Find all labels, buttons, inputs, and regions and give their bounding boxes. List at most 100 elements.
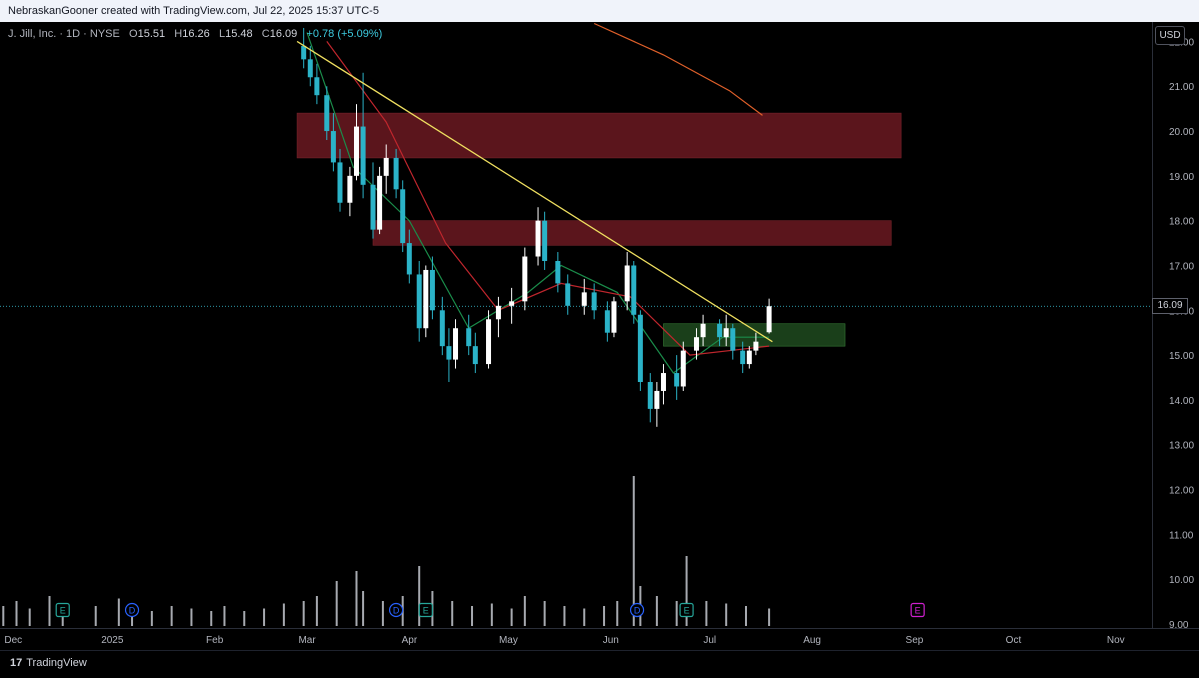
price-axis[interactable]: 22.0021.0020.0019.0018.0017.0016.0015.00… <box>1152 22 1199 631</box>
candle-body-28 <box>542 220 548 261</box>
volume-bar-16 <box>302 601 305 626</box>
high-label: H <box>174 28 183 40</box>
candle-body-26 <box>522 256 528 302</box>
event-marker-earnings-upcoming-7[interactable]: E <box>910 602 925 618</box>
high-value: 16.26 <box>182 28 210 40</box>
chart-header-bar: NebraskanGooner created with TradingView… <box>0 0 1199 22</box>
volume-bar-2 <box>28 608 31 626</box>
candle-body-36 <box>631 265 637 315</box>
close-label: C <box>261 28 270 40</box>
volume-bar-33 <box>603 606 606 626</box>
svg-text:D: D <box>393 606 400 616</box>
price-tick-12: 10.00 <box>1169 575 1194 586</box>
candle-body-46 <box>723 328 729 338</box>
price-tick-11: 11.00 <box>1169 530 1194 541</box>
volume-bar-28 <box>510 608 513 626</box>
candle-body-13 <box>400 189 406 244</box>
volume-bar-10 <box>190 608 193 626</box>
open-label: O <box>129 28 138 40</box>
candle-body-41 <box>674 373 680 387</box>
candle-body-37 <box>637 314 643 382</box>
candle-body-23 <box>486 319 492 365</box>
candle-body-12 <box>393 157 399 190</box>
volume-bar-27 <box>490 603 493 626</box>
volume-bar-23 <box>418 566 421 626</box>
candle-body-29 <box>555 261 561 284</box>
time-label-6: Jun <box>603 635 619 646</box>
candle-body-35 <box>624 265 630 302</box>
currency-button[interactable]: USD <box>1155 26 1185 45</box>
candle-body-34 <box>611 301 617 333</box>
trendline <box>296 40 773 343</box>
candle-body-45 <box>717 323 723 338</box>
candle-body-25 <box>509 301 515 306</box>
candle-body-0 <box>301 45 307 60</box>
time-label-4: Apr <box>402 635 418 646</box>
volume-bar-21 <box>381 601 384 626</box>
price-tick-2: 20.00 <box>1169 127 1194 138</box>
candle-body-48 <box>740 350 746 365</box>
candle-body-30 <box>565 283 571 306</box>
candle-body-50 <box>753 341 759 351</box>
volume-bar-3 <box>48 596 51 626</box>
volume-bar-29 <box>523 596 526 626</box>
volume-bar-1 <box>15 601 18 626</box>
candle-body-31 <box>581 292 587 306</box>
volume-bar-42 <box>744 606 747 626</box>
event-marker-earnings-0[interactable]: E <box>55 602 70 618</box>
time-label-0: Dec <box>4 635 22 646</box>
resistance-zone-0 <box>296 112 902 159</box>
event-marker-dividend-4[interactable]: D <box>629 602 645 618</box>
event-marker-dividend-2[interactable]: D <box>389 602 404 618</box>
time-label-11: Nov <box>1107 635 1125 646</box>
volume-bar-12 <box>223 606 226 626</box>
candle-body-21 <box>466 328 472 347</box>
candle-body-27 <box>535 220 541 257</box>
candle-body-10 <box>377 175 383 230</box>
price-tick-8: 14.00 <box>1169 396 1194 407</box>
moving-average-mid <box>326 41 770 356</box>
candle-body-14 <box>406 243 412 275</box>
candle-body-47 <box>730 328 736 351</box>
volume-bar-15 <box>282 603 285 626</box>
last-price-badge: 16.09 <box>1152 298 1188 315</box>
price-tick-9: 13.00 <box>1169 441 1194 452</box>
event-marker-dividend-1[interactable]: D <box>124 602 140 618</box>
volume-bar-20 <box>362 591 365 626</box>
volume-bar-25 <box>451 601 454 626</box>
candle-body-18 <box>439 310 445 347</box>
candle-body-44 <box>700 323 706 338</box>
symbol-name: J. Jill, Inc. · 1D · NYSE <box>8 28 120 40</box>
candle-body-40 <box>660 373 666 391</box>
volume-bar-11 <box>210 611 213 626</box>
candle-body-43 <box>693 337 699 351</box>
candle-body-20 <box>453 328 459 360</box>
price-tick-5: 17.00 <box>1169 261 1194 272</box>
time-label-9: Sep <box>906 635 924 646</box>
svg-text:D: D <box>634 606 641 616</box>
volume-bar-18 <box>335 581 338 626</box>
candle-body-17 <box>429 269 435 311</box>
tradingview-logo[interactable]: 17 TradingView <box>10 657 87 669</box>
open-value: 15.51 <box>137 28 166 40</box>
moving-average-slow <box>593 22 763 116</box>
candle-body-6 <box>347 175 353 203</box>
volume-bar-35 <box>632 476 635 626</box>
candle-body-32 <box>591 292 597 311</box>
candle-body-3 <box>324 95 330 132</box>
volume-bar-43 <box>768 608 771 626</box>
time-axis[interactable]: Dec 2025 Feb Mar Apr May Jun Jul Aug Sep Oct Nov <box>0 628 1199 649</box>
candle-body-38 <box>647 382 653 409</box>
volume-bar-34 <box>616 601 619 626</box>
time-axis-labels: Dec 2025 Feb Mar Apr May Jun Jul Aug Sep Oct Nov <box>4 635 1125 646</box>
volume-bar-40 <box>705 601 708 626</box>
volume-bar-8 <box>150 611 153 626</box>
volume-bar-4 <box>61 611 64 626</box>
tradingview-logo-text: TradingView <box>26 657 87 669</box>
footer-bar: 17 TradingView <box>0 650 1199 678</box>
resistance-zone-1 <box>372 220 892 246</box>
event-marker-earnings-3[interactable]: E <box>418 602 433 618</box>
event-marker-earnings-5[interactable]: E <box>679 602 694 618</box>
